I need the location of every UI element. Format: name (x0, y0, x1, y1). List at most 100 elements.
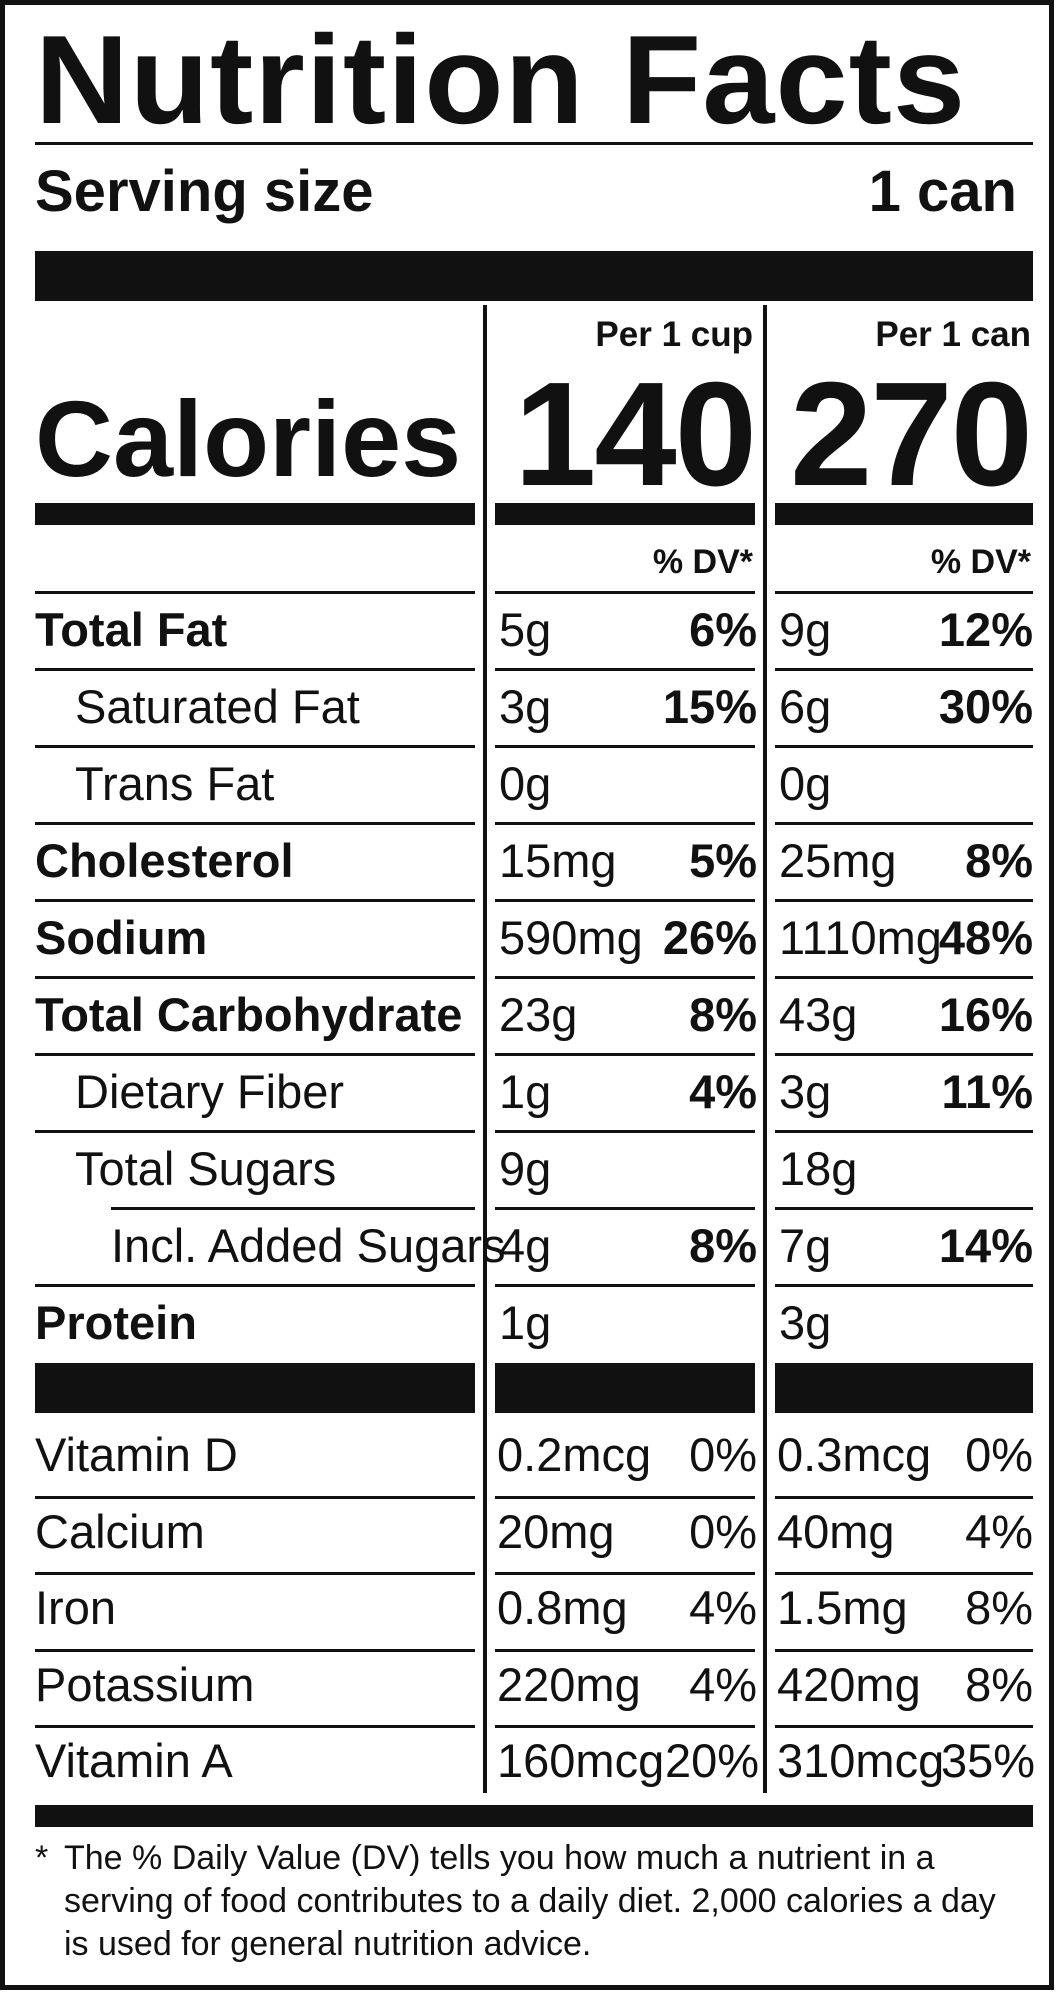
vitamin-separator-can (775, 1648, 1033, 1652)
per-cup-header: Per 1 cup (595, 315, 753, 354)
cup-amount: 590mg (499, 911, 643, 964)
can-daily-value: 30% (938, 680, 1033, 733)
vitamin-name: Vitamin D (35, 1428, 238, 1481)
cup-daily-value: 6% (689, 603, 757, 656)
thick-rule-bottom (35, 1805, 1033, 1827)
cup-amount: 9g (499, 1142, 552, 1195)
nutrient-name: Cholesterol (35, 834, 294, 887)
row-separator-can (775, 976, 1033, 979)
cup-daily-value: 15% (662, 680, 757, 733)
cup-daily-value: 5% (689, 834, 757, 887)
title-rule (35, 142, 1033, 145)
cup-amount: 20mg (497, 1504, 615, 1558)
cup-amount: 0.8mg (497, 1581, 628, 1634)
row-separator-names (35, 591, 475, 594)
row-separator-cup (495, 899, 755, 902)
cup-amount: 1g (499, 1296, 552, 1349)
vitamin-separator-cup (495, 1648, 755, 1652)
can-amount: 25mg (779, 834, 897, 887)
row-separator-cup (495, 976, 755, 979)
per-can-header: Per 1 can (875, 315, 1031, 354)
cup-daily-value: 0% (689, 1428, 757, 1481)
row-separator-names (35, 899, 475, 902)
cup-amount: 0.2mcg (497, 1428, 652, 1481)
vitamin-separator-can (775, 1572, 1033, 1575)
can-daily-value: 48% (938, 911, 1033, 964)
calories-per-can: 270 (790, 352, 1033, 517)
cup-daily-value: 4% (689, 1657, 757, 1711)
can-daily-value: 16% (938, 988, 1033, 1041)
can-amount: 310mcg (777, 1734, 945, 1787)
can-amount: 9g (779, 603, 832, 656)
can-daily-value: 8% (965, 834, 1033, 887)
row-separator-can (775, 822, 1033, 825)
row-separator-names (35, 668, 475, 671)
cup-daily-value: 26% (662, 911, 757, 964)
vitamin-name: Calcium (35, 1504, 205, 1558)
calories-rule-can (775, 503, 1033, 525)
row-separator-names (35, 1284, 475, 1287)
can-amount: 0g (779, 757, 832, 810)
row-separator-can (775, 1284, 1033, 1287)
row-separator-names (35, 745, 475, 748)
dv-header-cup: % DV* (652, 543, 753, 581)
cup-daily-value: 0% (689, 1504, 757, 1558)
cup-amount: 1g (499, 1065, 552, 1118)
dv-header-can: % DV* (930, 543, 1031, 581)
row-separator-can (775, 668, 1033, 671)
vitamin-bar-can (775, 1363, 1033, 1413)
can-amount: 7g (779, 1219, 832, 1272)
can-daily-value: 35% (941, 1734, 1036, 1787)
nutrient-name: Incl. Added Sugars (111, 1219, 506, 1272)
row-separator-names (111, 1207, 475, 1210)
vitamin-separator-names (35, 1495, 475, 1499)
serving-size-label: Serving size (35, 159, 374, 224)
vitamin-separator-names (35, 1572, 475, 1575)
cup-amount: 0g (499, 757, 552, 810)
row-separator-names (35, 822, 475, 825)
can-daily-value: 8% (965, 1657, 1033, 1711)
nutrient-name: Protein (35, 1296, 197, 1349)
calories-rule-cup (495, 503, 755, 525)
cup-amount: 4g (499, 1219, 552, 1272)
nutrient-name: Trans Fat (75, 757, 275, 810)
row-separator-can (775, 899, 1033, 902)
calories-rule-names (35, 503, 475, 525)
row-separator-names (35, 976, 475, 979)
row-separator-cup (495, 1130, 755, 1133)
nutrient-name: Saturated Fat (75, 680, 360, 733)
row-separator-can (775, 591, 1033, 594)
can-daily-value: 14% (938, 1219, 1033, 1272)
row-separator-cup (495, 591, 755, 594)
thick-rule-top (35, 251, 1033, 301)
can-amount: 40mg (777, 1504, 895, 1558)
column-divider-right (763, 305, 767, 1793)
row-separator-cup (495, 745, 755, 748)
row-separator-can (775, 1207, 1033, 1210)
vitamin-separator-cup (495, 1495, 755, 1499)
cup-daily-value: 8% (689, 1219, 757, 1272)
can-amount: 1.5mg (777, 1581, 908, 1634)
can-amount: 1110mg (779, 911, 942, 964)
nutrient-name: Total Fat (35, 603, 228, 656)
vitamin-separator-names (35, 1648, 475, 1652)
footnote-marker: * (35, 1839, 49, 1877)
can-amount: 3g (779, 1296, 832, 1349)
cup-amount: 220mg (497, 1657, 641, 1711)
nutrient-name: Sodium (35, 911, 208, 964)
can-daily-value: 8% (965, 1581, 1033, 1634)
cup-amount: 23g (499, 988, 578, 1041)
vitamin-separator-can (775, 1725, 1033, 1728)
cup-daily-value: 4% (689, 1065, 757, 1118)
row-separator-names (35, 1130, 475, 1133)
can-amount: 18g (779, 1142, 858, 1195)
vitamin-separator-cup (495, 1725, 755, 1728)
row-separator-can (775, 1053, 1033, 1056)
vitamin-separator-can (775, 1495, 1033, 1499)
vitamin-separator-cup (495, 1572, 755, 1575)
vitamin-separator-names (35, 1725, 475, 1728)
vitamin-bar-names (35, 1363, 475, 1413)
can-amount: 43g (779, 988, 858, 1041)
row-separator-cup (495, 668, 755, 671)
